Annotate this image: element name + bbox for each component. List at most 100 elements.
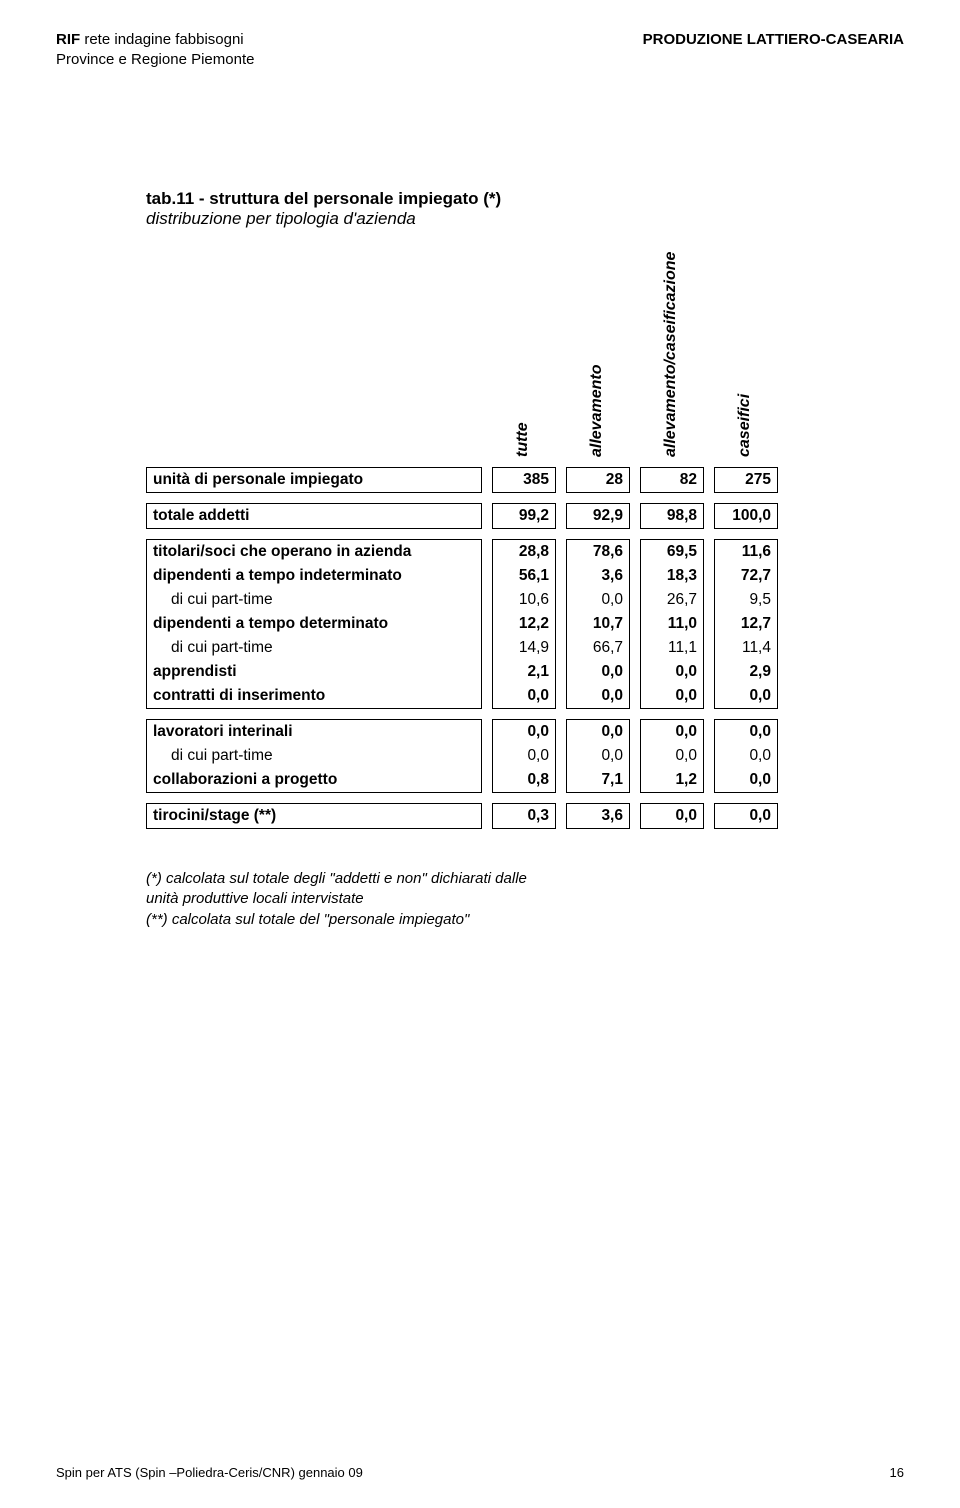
title-line1: tab.11 - struttura del personale impiega… <box>146 189 904 209</box>
cell: 66,7 <box>567 636 629 660</box>
col-header-label: caseifici <box>736 394 754 457</box>
cell: 78,6 <box>567 540 629 564</box>
cell: 0,0 <box>493 720 555 744</box>
table-row-tirocini: tirocini/stage (**) 0,3 3,6 0,0 0,0 <box>146 803 786 829</box>
cell: 82 <box>640 467 704 493</box>
col-header: allevamento/caseificazione <box>640 253 704 463</box>
cell: 12,7 <box>715 612 777 636</box>
cell: 275 <box>714 467 778 493</box>
group-col: 0,0 0,0 1,2 <box>640 719 704 793</box>
cell: 1,2 <box>641 768 703 792</box>
group-labels: lavoratori interinali di cui part-time c… <box>146 719 482 793</box>
cell: 28 <box>566 467 630 493</box>
col-header: tutte <box>492 253 556 463</box>
cell: 0,0 <box>715 684 777 708</box>
cell: 2,9 <box>715 660 777 684</box>
row-label: tirocini/stage (**) <box>146 803 482 829</box>
page-footer: Spin per ATS (Spin –Poliedra-Ceris/CNR) … <box>56 1465 904 1480</box>
title-line2: distribuzione per tipologia d'azienda <box>146 209 904 229</box>
col-header: allevamento <box>566 253 630 463</box>
cell: 0,0 <box>641 660 703 684</box>
table-header-row: tutte allevamento allevamento/caseificaz… <box>146 253 786 463</box>
group-col: 69,5 18,3 26,7 11,0 11,1 0,0 0,0 <box>640 539 704 709</box>
cell: 0,0 <box>567 744 629 768</box>
row-label: collaborazioni a progetto <box>147 768 481 792</box>
header-left-line2: Province e Regione Piemonte <box>56 50 254 70</box>
cell: 10,6 <box>493 588 555 612</box>
cell: 0,0 <box>567 684 629 708</box>
row-label: titolari/soci che operano in azienda <box>147 540 481 564</box>
cell: 0,0 <box>641 744 703 768</box>
cell: 0,0 <box>567 720 629 744</box>
group-col: 11,6 72,7 9,5 12,7 11,4 2,9 0,0 <box>714 539 778 709</box>
group-col: 0,0 0,0 0,8 <box>492 719 556 793</box>
header-left: RIF rete indagine fabbisogni Province e … <box>56 30 254 69</box>
footer-left: Spin per ATS (Spin –Poliedra-Ceris/CNR) … <box>56 1465 363 1480</box>
row-label: dipendenti a tempo indeterminato <box>147 564 481 588</box>
cell: 12,2 <box>493 612 555 636</box>
cell: 11,0 <box>641 612 703 636</box>
row-label: lavoratori interinali <box>147 720 481 744</box>
cell: 100,0 <box>714 503 778 529</box>
table-group-main: titolari/soci che operano in azienda dip… <box>146 539 786 709</box>
cell: 0,0 <box>567 588 629 612</box>
table: tutte allevamento allevamento/caseificaz… <box>146 253 786 829</box>
cell: 0,0 <box>715 768 777 792</box>
group-col: 0,0 0,0 0,0 <box>714 719 778 793</box>
row-label: totale addetti <box>146 503 482 529</box>
cell: 3,6 <box>567 564 629 588</box>
cell: 0,0 <box>714 803 778 829</box>
cell: 26,7 <box>641 588 703 612</box>
cell: 0,0 <box>641 720 703 744</box>
cell: 92,9 <box>566 503 630 529</box>
cell: 0,0 <box>715 720 777 744</box>
group-col: 28,8 56,1 10,6 12,2 14,9 2,1 0,0 <box>492 539 556 709</box>
cell: 72,7 <box>715 564 777 588</box>
col-header: caseifici <box>714 253 778 463</box>
cell: 18,3 <box>641 564 703 588</box>
group-col: 78,6 3,6 0,0 10,7 66,7 0,0 0,0 <box>566 539 630 709</box>
footnotes: (*) calcolata sul totale degli "addetti … <box>146 869 706 930</box>
row-label: dipendenti a tempo determinato <box>147 612 481 636</box>
cell: 28,8 <box>493 540 555 564</box>
cell: 98,8 <box>640 503 704 529</box>
cell: 0,3 <box>492 803 556 829</box>
cell: 7,1 <box>567 768 629 792</box>
cell: 3,6 <box>566 803 630 829</box>
cell: 56,1 <box>493 564 555 588</box>
cell: 0,0 <box>715 744 777 768</box>
footnote-1a: (*) calcolata sul totale degli "addetti … <box>146 869 706 889</box>
cell: 9,5 <box>715 588 777 612</box>
header-left-rest: rete indagine fabbisogni <box>84 31 243 48</box>
row-label: apprendisti <box>147 660 481 684</box>
header-left-prefix: RIF <box>56 31 84 48</box>
cell: 10,7 <box>567 612 629 636</box>
col-header-label: allevamento/caseificazione <box>662 252 680 457</box>
cell: 2,1 <box>493 660 555 684</box>
cell: 11,1 <box>641 636 703 660</box>
table-row-totale: totale addetti 99,2 92,9 98,8 100,0 <box>146 503 786 529</box>
footnote-1b: unità produttive locali intervistate <box>146 889 706 909</box>
cell: 385 <box>492 467 556 493</box>
group-col: 0,0 0,0 7,1 <box>566 719 630 793</box>
row-label: di cui part-time <box>147 744 481 768</box>
footer-page-number: 16 <box>890 1465 904 1480</box>
cell: 0,0 <box>567 660 629 684</box>
cell: 0,0 <box>493 744 555 768</box>
table-row-unita: unità di personale impiegato 385 28 82 2… <box>146 467 786 493</box>
col-header-label: allevamento <box>588 365 606 457</box>
cell: 0,8 <box>493 768 555 792</box>
cell: 14,9 <box>493 636 555 660</box>
cell: 0,0 <box>641 684 703 708</box>
row-label: di cui part-time <box>147 588 481 612</box>
row-label: unità di personale impiegato <box>146 467 482 493</box>
cell: 0,0 <box>493 684 555 708</box>
col-header-label: tutte <box>514 422 532 457</box>
header-right: PRODUZIONE LATTIERO-CASEARIA <box>643 30 904 69</box>
cell: 99,2 <box>492 503 556 529</box>
footnote-2: (**) calcolata sul totale del "personale… <box>146 910 706 930</box>
group-labels: titolari/soci che operano in azienda dip… <box>146 539 482 709</box>
cell: 69,5 <box>641 540 703 564</box>
table-group-lav: lavoratori interinali di cui part-time c… <box>146 719 786 793</box>
row-label: di cui part-time <box>147 636 481 660</box>
